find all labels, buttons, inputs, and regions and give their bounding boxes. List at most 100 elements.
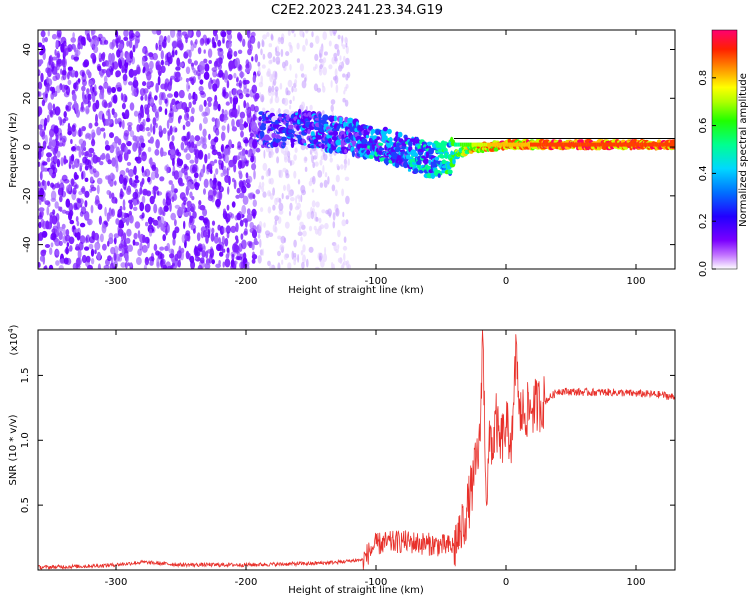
y-tick-label: -20 <box>22 188 33 204</box>
noise-blob <box>215 168 219 175</box>
noise-blob <box>221 108 225 115</box>
faint-blob <box>269 98 272 105</box>
noise-blob <box>210 138 217 147</box>
noise-blob <box>46 82 51 92</box>
noise-blob <box>132 44 136 53</box>
faint-blob <box>344 86 347 92</box>
carrier-mark <box>654 142 657 147</box>
faint-blob <box>293 239 297 248</box>
noise-blob <box>99 161 104 166</box>
noise-blob <box>238 79 243 89</box>
noise-blob <box>171 50 175 58</box>
noise-blob <box>202 208 208 217</box>
noise-blob <box>194 135 201 142</box>
faint-blob <box>344 99 349 107</box>
faint-blob <box>312 161 316 169</box>
noise-blob <box>97 263 101 269</box>
noise-blob <box>121 248 125 255</box>
carrier-mark <box>491 142 494 147</box>
noise-blob <box>224 175 230 183</box>
noise-blob <box>38 81 43 90</box>
noise-blob <box>221 125 226 131</box>
faint-blob <box>317 170 323 178</box>
noise-blob <box>141 195 146 204</box>
noise-blob <box>75 264 81 269</box>
spectrogram-frame <box>37 29 676 270</box>
carrier-mark <box>598 142 601 147</box>
noise-blob <box>48 109 54 116</box>
noise-blob <box>108 232 114 240</box>
noise-blob <box>221 131 224 142</box>
noise-blob <box>235 194 240 199</box>
noise-blob <box>213 106 218 111</box>
carrier-mark <box>649 142 651 147</box>
faint-blob <box>312 175 316 185</box>
noise-blob <box>194 154 199 165</box>
noise-blob <box>80 142 86 149</box>
noise-blob <box>172 165 176 175</box>
noise-blob <box>159 92 164 101</box>
noise-blob <box>82 79 87 87</box>
carrier-mark <box>518 142 521 147</box>
noise-blob <box>109 132 114 139</box>
noise-blob <box>139 187 143 195</box>
carrier-mark <box>506 142 509 147</box>
noise-blob <box>211 117 216 122</box>
noise-blob <box>212 83 218 92</box>
noise-blob <box>162 234 166 242</box>
faint-blob <box>261 181 265 188</box>
noise-blob <box>186 181 192 187</box>
noise-blob <box>52 92 58 98</box>
noise-blob <box>84 200 88 208</box>
noise-blob <box>181 31 188 36</box>
noise-blob <box>140 142 146 148</box>
noise-blob <box>52 209 56 216</box>
faint-blob <box>309 104 313 111</box>
noise-blob <box>90 30 96 35</box>
carrier-mark <box>477 142 480 147</box>
noise-blob <box>100 72 104 78</box>
noise-blob <box>177 152 182 157</box>
faint-blob <box>319 224 325 230</box>
noise-blob <box>111 209 114 216</box>
x-tick-label: -100 <box>365 577 388 588</box>
faint-blob <box>262 40 265 48</box>
noise-blob <box>185 230 191 237</box>
noise-blob <box>42 197 46 203</box>
noise-blob <box>199 204 206 211</box>
faint-blob <box>320 259 325 268</box>
carrier-mark <box>526 142 529 147</box>
noise-blob <box>134 179 140 184</box>
noise-blob <box>145 117 151 123</box>
noise-blob <box>163 35 167 43</box>
noise-blob <box>250 104 256 112</box>
noise-blob <box>57 226 64 232</box>
noise-blob <box>142 81 147 87</box>
noise-blob <box>86 33 91 41</box>
noise-blob <box>154 172 159 179</box>
carrier-mark <box>621 142 624 147</box>
noise-blob <box>247 39 252 50</box>
noise-blob <box>67 122 71 131</box>
faint-blob <box>288 210 292 217</box>
faint-blob <box>324 246 327 255</box>
carrier-mark <box>498 142 501 147</box>
noise-blob <box>158 216 165 224</box>
ridge-mark <box>408 140 413 147</box>
noise-blob <box>90 186 97 192</box>
noise-blob <box>250 155 255 163</box>
faint-blob <box>308 225 313 232</box>
faint-blob <box>262 34 267 40</box>
noise-blob <box>146 81 152 87</box>
noise-blob <box>121 65 125 74</box>
noise-blob <box>236 187 241 194</box>
noise-blob <box>245 102 250 111</box>
ridge-mark <box>294 131 300 135</box>
noise-blob <box>199 123 203 131</box>
noise-blob <box>135 31 140 36</box>
noise-blob <box>203 49 206 54</box>
ridge-mark <box>322 114 329 121</box>
noise-blob <box>221 248 226 253</box>
carrier-mark <box>524 142 527 147</box>
noise-blob <box>99 39 103 45</box>
